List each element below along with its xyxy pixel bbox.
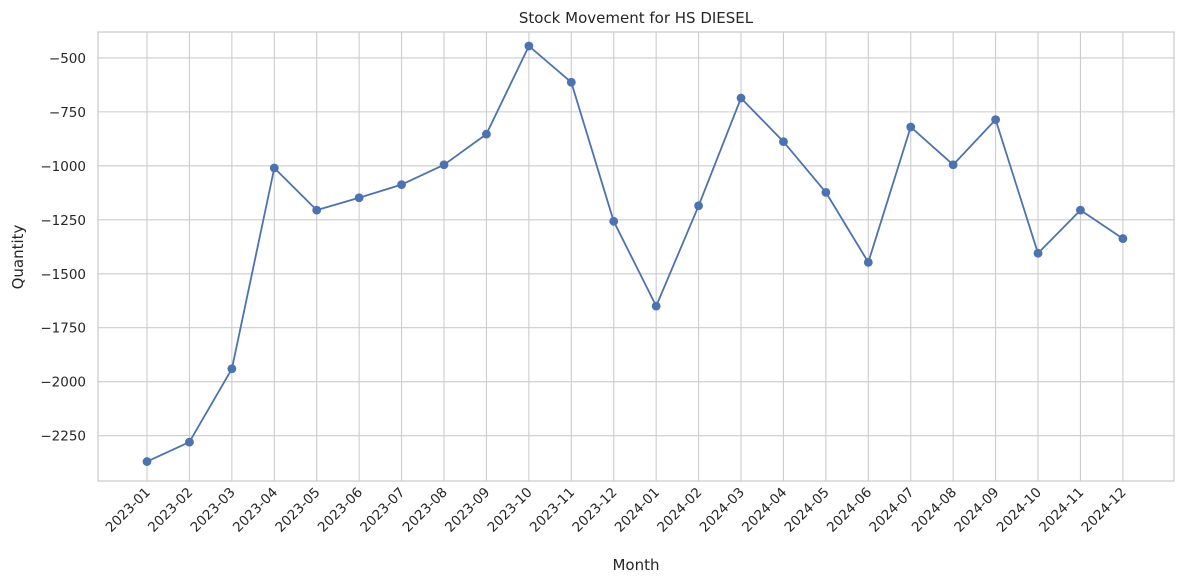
x-tick-label: 2024-03 (697, 485, 748, 536)
x-tick-label: 2023-05 (272, 485, 323, 536)
data-point (863, 257, 873, 267)
x-tick-label: 2024-07 (866, 485, 917, 536)
series-layer (142, 41, 1128, 466)
data-point (1033, 248, 1043, 258)
x-tick-label: 2023-01 (103, 485, 154, 536)
x-tick-label: 2024-09 (951, 485, 1002, 536)
data-point (185, 437, 194, 447)
x-tick-label: 2024-08 (909, 485, 960, 536)
y-tick-label: −1250 (40, 213, 86, 229)
x-tick-label: 2023-02 (145, 485, 196, 536)
x-tick-label: 2024-01 (612, 485, 663, 536)
x-tick-label: 2024-10 (994, 485, 1045, 536)
data-point (312, 205, 322, 215)
data-point (524, 41, 534, 51)
x-tick-label: 2023-09 (442, 485, 493, 536)
data-point (821, 187, 831, 197)
data-point (439, 160, 449, 170)
x-tick-label: 2024-12 (1079, 485, 1130, 536)
x-tick-label: 2023-03 (187, 485, 238, 536)
data-point (736, 93, 746, 103)
data-point (906, 122, 916, 132)
series-line (146, 45, 1124, 463)
x-axis-label: Month (612, 556, 659, 574)
y-axis-label: Quantity (9, 224, 27, 289)
x-tick-label: 2023-10 (484, 485, 535, 536)
x-tick-label: 2023-11 (527, 485, 578, 536)
data-point (227, 364, 237, 374)
data-point (651, 301, 661, 311)
data-point (269, 163, 279, 173)
x-tick-label: 2023-06 (315, 485, 366, 536)
data-point (948, 160, 958, 170)
y-tick-label: −1750 (40, 321, 86, 337)
data-point (694, 201, 703, 211)
x-tick-label: 2024-06 (824, 485, 875, 536)
y-tick-label: −2000 (40, 375, 86, 391)
x-tick-label: 2023-08 (400, 485, 451, 536)
data-point (397, 180, 406, 190)
x-tick-label: 2023-12 (569, 485, 620, 536)
data-point (779, 137, 788, 147)
data-point (1076, 205, 1085, 215)
x-tick-label: 2024-05 (782, 485, 833, 536)
x-tick-label: 2024-04 (739, 485, 790, 536)
data-point (991, 115, 1000, 125)
data-point (1118, 234, 1128, 243)
y-tick-label: −2250 (40, 429, 86, 445)
plot-frame (97, 31, 1175, 482)
x-tick-label: 2023-07 (357, 485, 408, 536)
data-point (482, 129, 491, 139)
data-point (354, 193, 364, 203)
x-tick-label: 2024-11 (1036, 485, 1087, 536)
y-tick-label: −1500 (40, 267, 86, 283)
x-tick-labels: 2023-012023-022023-032023-042023-052023-… (103, 485, 1130, 536)
data-point (609, 216, 619, 226)
data-point (142, 457, 152, 466)
x-tick-label: 2024-02 (654, 485, 705, 536)
chart-title: Stock Movement for HS DIESEL (519, 9, 754, 27)
y-tick-label: −750 (49, 105, 86, 121)
y-tick-labels: −2250 −2000 −1750 −1500 −1250 −1000 −750 −500 (40, 51, 86, 445)
x-tick-label: 2023-04 (230, 485, 281, 536)
y-tick-label: −1000 (40, 159, 86, 175)
data-point (566, 77, 576, 87)
grid-layer (98, 32, 1174, 481)
y-tick-label: −500 (49, 51, 86, 67)
